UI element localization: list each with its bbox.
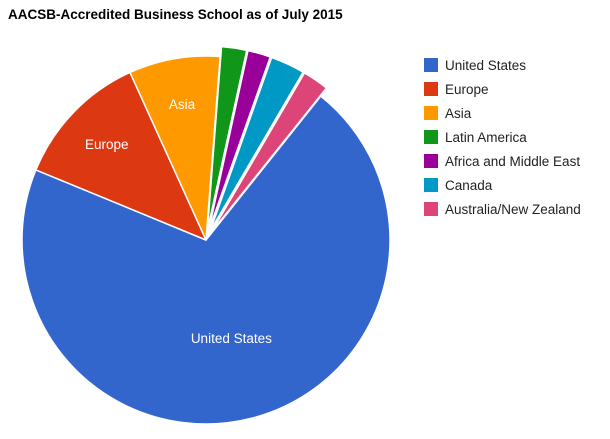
legend-item-latin-america: Latin America [424, 125, 581, 149]
legend-swatch [424, 106, 438, 120]
legend-swatch [424, 130, 438, 144]
legend-swatch [424, 82, 438, 96]
legend-item-united-states: United States [424, 53, 581, 77]
pie-slice-canada [209, 56, 304, 232]
slice-label-united-states: United States [191, 331, 272, 346]
pie-slice-latin-america [206, 45, 248, 231]
legend-item-africa-and-middle-east: Africa and Middle East [424, 149, 581, 173]
legend-label: Canada [445, 177, 493, 193]
pie-slice-asia [129, 55, 221, 241]
legend-item-canada: Canada [424, 173, 581, 197]
legend-item-australia-new-zealand: Australia/New Zealand [424, 197, 581, 221]
legend-swatch [424, 178, 438, 192]
legend-swatch [424, 202, 438, 216]
legend-item-europe: Europe [424, 77, 581, 101]
legend-label: Asia [445, 105, 472, 121]
slice-label-europe: Europe [85, 137, 129, 152]
pie-slice-united-states [21, 95, 391, 425]
chart-title: AACSB-Accredited Business School as of J… [8, 7, 343, 22]
pie-slice-africa-and-middle-east [207, 49, 271, 232]
legend-label: Australia/New Zealand [445, 201, 581, 217]
legend-label: Latin America [445, 129, 527, 145]
legend-label: Africa and Middle East [445, 153, 581, 169]
legend-label: Europe [445, 81, 489, 97]
pie-slice-australia-new-zealand [210, 72, 328, 233]
legend: United States Europe Asia Latin America Afri… [424, 53, 581, 221]
pie-slice-europe [35, 71, 207, 241]
legend-swatch [424, 154, 438, 168]
legend-item-asia: Asia [424, 101, 581, 125]
legend-swatch [424, 58, 438, 72]
slice-label-asia: Asia [169, 97, 196, 112]
legend-label: United States [445, 57, 527, 73]
